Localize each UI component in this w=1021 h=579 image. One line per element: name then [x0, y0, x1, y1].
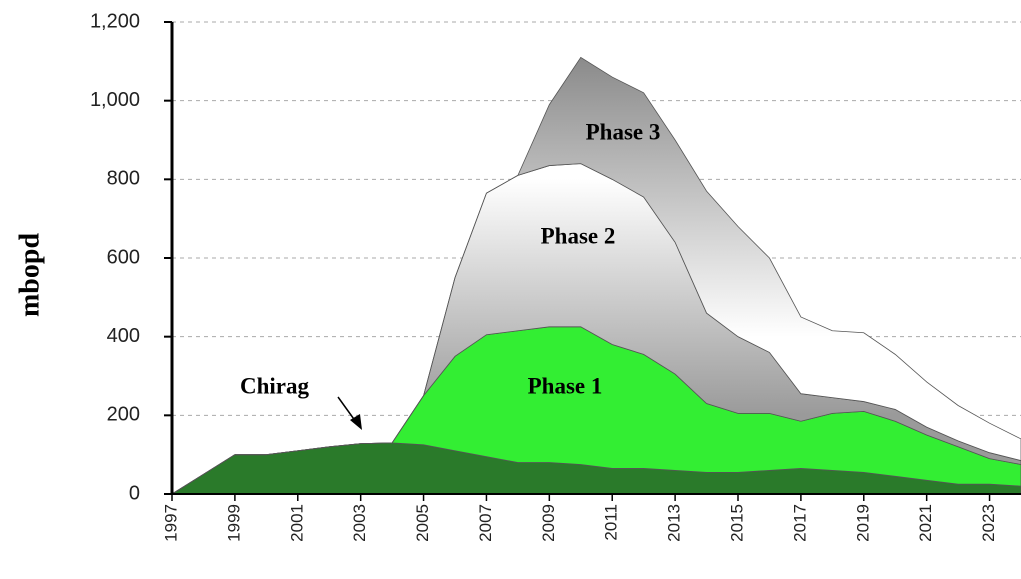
- x-tick-label: 2019: [853, 504, 872, 542]
- x-tick-label: 1999: [224, 504, 243, 542]
- arrow-line: [337, 396, 357, 423]
- y-tick-label: 800: [107, 168, 140, 190]
- x-tick-label: 2023: [979, 504, 998, 542]
- x-tick-label: 2003: [350, 504, 369, 542]
- y-tick-label: 400: [107, 325, 140, 347]
- y-tick-label: 1,000: [90, 89, 140, 111]
- y-axis-label: mbopd: [14, 233, 45, 317]
- x-tick-label: 2013: [665, 504, 684, 542]
- x-tick-label: 2011: [602, 504, 621, 541]
- y-tick-label: 1,200: [90, 10, 140, 32]
- series-label: Phase 1: [528, 373, 603, 398]
- x-tick-label: 2021: [916, 504, 935, 542]
- series-label: Phase 2: [541, 223, 616, 248]
- series-label: Chirag: [240, 373, 310, 398]
- x-tick-label: 2007: [476, 504, 495, 542]
- arrow-head: [350, 414, 362, 430]
- x-tick-label: 2009: [539, 504, 558, 542]
- x-tick-label: 1997: [161, 504, 180, 542]
- x-tick-label: 2015: [727, 504, 746, 542]
- y-tick-label: 200: [107, 404, 140, 426]
- series-label: Phase 3: [586, 119, 661, 144]
- x-tick-label: 2001: [287, 504, 306, 542]
- x-tick-label: 2017: [790, 504, 809, 542]
- y-tick-label: 600: [107, 246, 140, 268]
- area: [171, 56, 1021, 495]
- x-tick-label: 2005: [413, 504, 432, 542]
- y-tick-label: 0: [129, 482, 140, 504]
